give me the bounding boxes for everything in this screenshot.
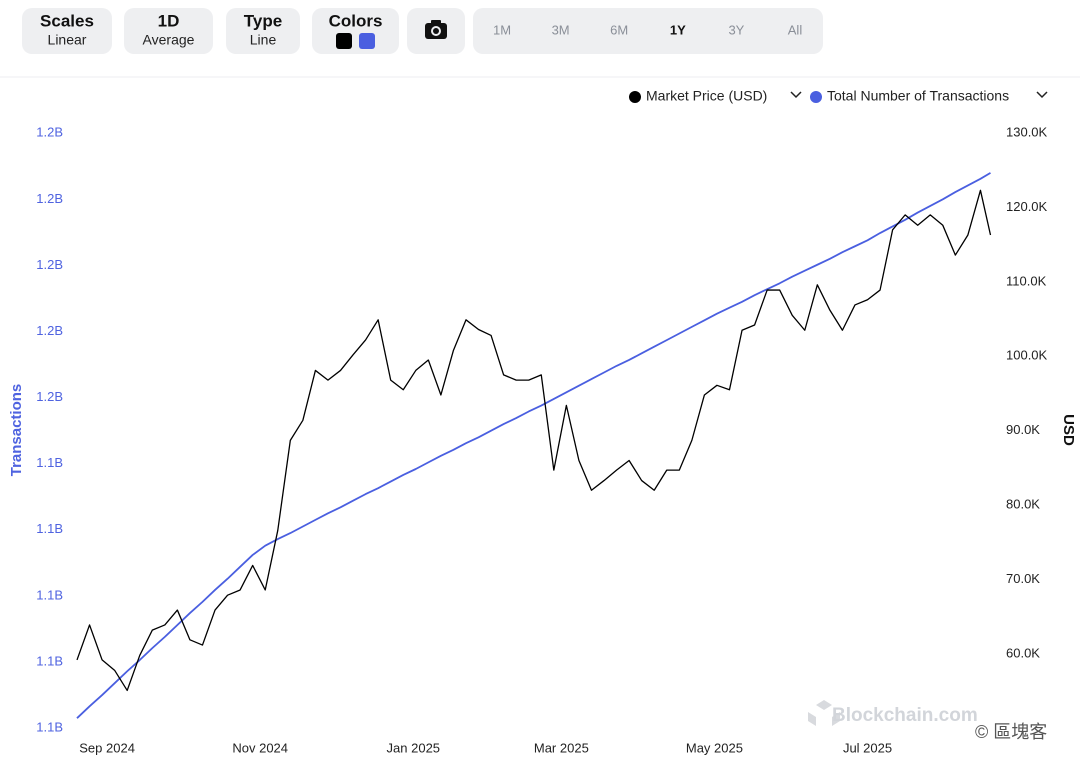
legend-chevron[interactable] [1036, 91, 1048, 99]
watermark-logo [808, 700, 840, 726]
watermark: Blockchain.com © 區塊客 [808, 700, 1047, 742]
y-axis-title: USD [1060, 414, 1077, 446]
y-tick-label: 110.0K [1006, 273, 1047, 288]
button-sublabel[interactable]: Line [250, 32, 277, 48]
watermark-brand: Blockchain.com [832, 705, 978, 726]
button-label[interactable]: Scales [40, 11, 94, 30]
range-button[interactable]: 3M [552, 22, 570, 37]
range-button[interactable]: 6M [610, 22, 628, 37]
y-tick-label: 80.0K [1006, 497, 1040, 512]
range-button[interactable]: 1M [493, 22, 511, 37]
y2-axis-title: Transactions [8, 384, 25, 477]
range-button[interactable]: 3Y [728, 22, 744, 37]
y2-tick-label: 1.2B [36, 125, 63, 140]
y2-tick-label: 1.2B [36, 323, 63, 338]
y-tick-label: 130.0K [1006, 124, 1048, 139]
x-tick-label: Sep 2024 [79, 740, 135, 755]
y-tick-label: 100.0K [1006, 348, 1048, 363]
x-tick-label: Jul 2025 [843, 740, 892, 755]
legend-label[interactable]: Total Number of Transactions [827, 88, 1009, 104]
camera-button[interactable] [407, 8, 465, 54]
x-tick-label: Mar 2025 [534, 740, 589, 755]
toolbar-button[interactable] [226, 8, 300, 54]
legend-marker[interactable] [629, 91, 641, 103]
legend-marker[interactable] [810, 91, 822, 103]
y-tick-label: 60.0K [1006, 645, 1040, 660]
y2-tick-label: 1.1B [36, 521, 63, 536]
range-group [473, 8, 823, 54]
toolbar-button[interactable] [22, 8, 112, 54]
range-button[interactable]: All [788, 22, 803, 37]
y2-tick-label: 1.2B [36, 257, 63, 272]
y-tick-label: 70.0K [1006, 571, 1040, 586]
button-label[interactable]: Type [244, 11, 282, 30]
button-label[interactable]: Colors [329, 11, 383, 30]
color-swatch[interactable] [336, 33, 352, 49]
camera-icon [431, 20, 441, 25]
range-button[interactable]: 1Y [670, 22, 686, 37]
camera-icon [433, 28, 439, 34]
y-tick-label: 120.0K [1006, 199, 1048, 214]
series-line [76, 172, 991, 719]
y2-tick-label: 1.1B [36, 653, 63, 668]
x-tick-label: Jan 2025 [387, 740, 441, 755]
button-label[interactable]: 1D [158, 11, 180, 30]
button-sublabel[interactable]: Linear [48, 32, 87, 48]
y-tick-label: 90.0K [1006, 422, 1040, 437]
y2-tick-label: 1.1B [36, 455, 63, 470]
y2-tick-label: 1.2B [36, 191, 63, 206]
x-tick-label: Nov 2024 [232, 740, 288, 755]
watermark-source: © 區塊客 [975, 722, 1047, 742]
series-line [76, 189, 992, 692]
toolbar-button[interactable] [312, 8, 399, 54]
x-tick-label: May 2025 [686, 740, 743, 755]
y2-tick-label: 1.1B [36, 720, 63, 735]
toolbar-button[interactable] [124, 8, 213, 54]
color-swatch[interactable] [359, 33, 375, 49]
legend-label[interactable]: Market Price (USD) [646, 88, 767, 104]
legend-chevron[interactable] [790, 91, 802, 99]
y2-tick-label: 1.2B [36, 389, 63, 404]
y2-tick-label: 1.1B [36, 587, 63, 602]
button-sublabel[interactable]: Average [143, 32, 195, 48]
